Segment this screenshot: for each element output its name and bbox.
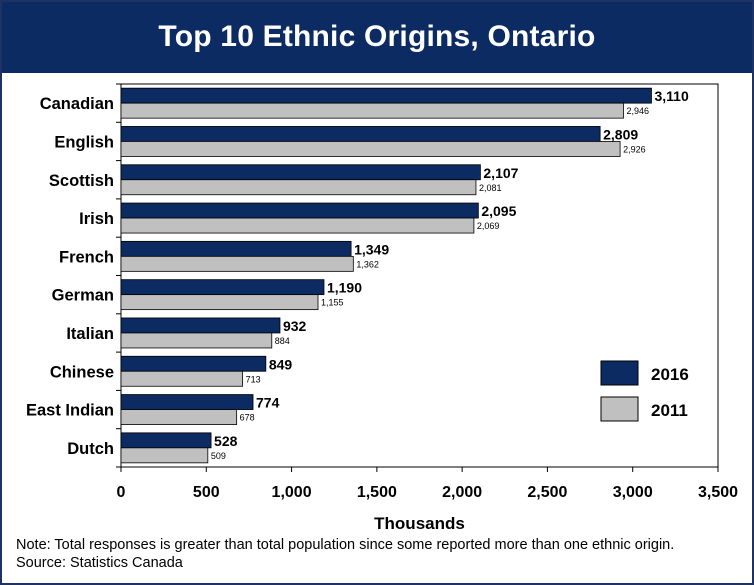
x-axis-title: Thousands [374, 514, 465, 533]
category-label: Dutch [67, 440, 114, 458]
category-label: East Indian [26, 402, 114, 420]
category-label: English [54, 133, 114, 151]
category-label: Irish [79, 210, 114, 228]
category-label: French [59, 248, 114, 266]
bar-2016 [120, 355, 267, 372]
x-tick-label: 1,000 [272, 484, 312, 501]
bar-2016 [120, 87, 652, 104]
data-label-2011: 509 [211, 451, 226, 461]
data-label-2016: 849 [269, 356, 293, 372]
data-label-2016: 774 [256, 395, 280, 411]
x-tick-label: 500 [193, 484, 220, 501]
data-label-2011: 2,069 [477, 221, 500, 231]
data-label-2016: 2,809 [603, 126, 638, 142]
data-label-2011: 678 [240, 413, 255, 423]
bar-2016 [120, 394, 254, 410]
bar-2016 [120, 164, 481, 181]
legend-swatch-2011 [600, 396, 639, 422]
data-label-2011: 2,081 [479, 183, 502, 193]
x-tick-label: 2,500 [527, 484, 567, 501]
category-label: Chinese [50, 363, 114, 381]
data-label-2011: 1,155 [321, 298, 344, 308]
title-bar: Top 10 Ethnic Origins, Ontario [2, 2, 752, 73]
bar-2011 [120, 179, 477, 196]
data-label-2016: 2,095 [481, 203, 516, 219]
data-label-2011: 713 [246, 374, 261, 384]
data-label-2016: 1,349 [354, 241, 389, 257]
x-tick-label: 0 [117, 484, 126, 501]
bar-2011 [120, 102, 624, 119]
category-label: Italian [66, 325, 114, 343]
x-tick-label: 1,500 [357, 484, 397, 501]
bar-2016 [120, 279, 325, 296]
data-label-2016: 3,110 [654, 88, 688, 104]
x-tick-label: 2,000 [442, 484, 482, 501]
category-label: Scottish [49, 172, 114, 190]
bar-2011 [120, 332, 273, 349]
bar-2016 [120, 126, 601, 142]
data-label-2016: 932 [283, 318, 307, 334]
bar-2011 [120, 294, 319, 311]
data-label-2011: 2,926 [623, 144, 646, 154]
category-label: Canadian [40, 95, 114, 113]
data-label-2011: 2,946 [627, 106, 650, 116]
legend-swatch-2016 [600, 360, 639, 386]
category-label: German [52, 287, 114, 305]
bar-2016 [120, 317, 281, 334]
data-label-2016: 2,107 [483, 165, 518, 181]
x-tick-label: 3,500 [698, 484, 738, 501]
bar-2011 [120, 447, 209, 464]
bar-2011 [120, 255, 354, 272]
x-tick-label: 3,000 [613, 484, 653, 501]
footnote: Note: Total responses is greater than to… [16, 536, 674, 572]
data-label-2016: 1,190 [327, 280, 362, 296]
bar-2016 [120, 202, 479, 219]
data-label-2016: 528 [214, 433, 238, 449]
bar-2011 [120, 217, 475, 234]
legend-label-2016: 2016 [651, 365, 689, 384]
bar-2016 [120, 432, 212, 449]
bar-2011 [120, 141, 621, 157]
source-text: Source: Statistics Canada [16, 555, 183, 571]
data-label-2011: 1,362 [356, 259, 379, 269]
bar-2011 [120, 409, 238, 425]
bar-2016 [120, 240, 352, 257]
data-label-2011: 884 [275, 336, 290, 346]
note-text: Note: Total responses is greater than to… [16, 537, 675, 553]
bar-2011 [120, 370, 244, 387]
chart-title: Top 10 Ethnic Origins, Ontario [158, 20, 596, 53]
legend-label-2011: 2011 [651, 401, 688, 420]
